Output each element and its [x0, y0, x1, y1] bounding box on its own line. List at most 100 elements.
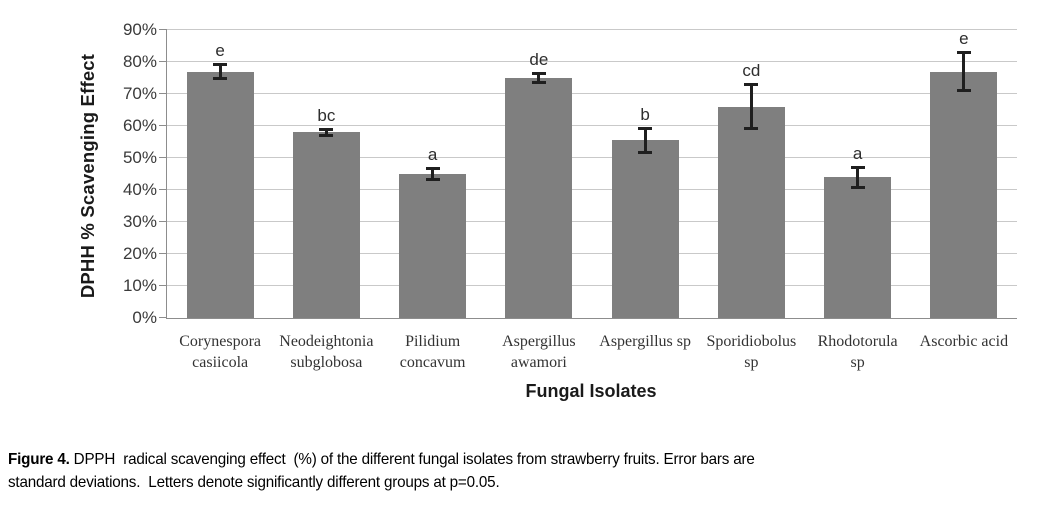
caption-figure-label: Figure 4.: [8, 451, 70, 468]
group-letter-0: e: [215, 41, 225, 61]
y-tick-50: [159, 157, 167, 158]
bar-7: [930, 71, 998, 318]
error-cap-top-5: [744, 83, 759, 87]
error-bar-2: [431, 167, 435, 181]
x-category-line: Corynespora: [179, 333, 261, 350]
y-tick-70: [159, 93, 167, 94]
x-category-label-4: Aspergillus sp: [588, 331, 702, 352]
x-category-line: Ascorbic acid: [919, 333, 1009, 350]
bar-6: [824, 177, 892, 318]
x-category-label-2: Pilidium concavum: [376, 331, 490, 373]
x-category-line: sp: [744, 354, 759, 371]
y-tick-label-10: 10%: [122, 276, 157, 295]
error-cap-bottom-1: [319, 133, 334, 137]
x-category-line: Sporidiobolus: [706, 333, 797, 350]
x-category-line: Aspergillus: [502, 333, 576, 350]
group-letter-2: a: [427, 144, 438, 164]
group-letter-1: bc: [317, 106, 336, 126]
error-cap-top-0: [213, 63, 228, 67]
error-bar-7: [962, 52, 966, 91]
error-cap-bottom-5: [744, 127, 759, 131]
y-tick-label-30: 30%: [122, 212, 157, 231]
error-bar-4: [643, 127, 647, 154]
error-cap-top-7: [956, 51, 971, 55]
bar-5: [717, 106, 785, 318]
gridline-20: [167, 253, 1017, 254]
y-tick-label-40: 40%: [122, 180, 157, 199]
y-tick-label-70: 70%: [122, 84, 157, 103]
error-bar-6: [856, 166, 860, 188]
bar-1: [292, 132, 360, 318]
error-bar-3: [537, 73, 541, 83]
x-category-line: Pilidium: [405, 333, 461, 350]
y-tick-label-20: 20%: [122, 244, 157, 263]
error-cap-top-3: [531, 72, 546, 76]
caption-line-1: Figure 4. DPPH radical scavenging effect…: [8, 448, 1002, 471]
y-tick-30: [159, 221, 167, 222]
gridline-80: [167, 61, 1017, 62]
y-tick-80: [159, 61, 167, 62]
x-category-label-3: Aspergillus awamori: [482, 331, 596, 373]
y-tick-10: [159, 285, 167, 286]
x-category-label-5: Sporidiobolus sp: [694, 331, 808, 373]
error-cap-bottom-3: [531, 80, 546, 84]
error-cap-bottom-6: [850, 185, 865, 189]
x-category-line: Neodeightonia: [279, 333, 374, 350]
x-category-label-1: Neodeightonia subglobosa: [269, 331, 383, 373]
error-cap-bottom-7: [956, 88, 971, 92]
gridline-90: [167, 29, 1017, 30]
x-category-line: awamori: [510, 354, 567, 371]
bar-4: [611, 140, 679, 318]
error-cap-bottom-2: [425, 178, 440, 182]
x-category-line: Aspergillus sp: [599, 333, 691, 350]
y-tick-label-50: 50%: [122, 148, 157, 167]
error-cap-top-6: [850, 165, 865, 169]
y-tick-label-90: 90%: [122, 20, 157, 39]
gridline-10: [167, 285, 1017, 286]
group-letter-5: cd: [742, 61, 761, 81]
y-tick-20: [159, 253, 167, 254]
error-bar-1: [324, 129, 328, 136]
error-cap-bottom-0: [213, 76, 228, 80]
x-axis-title: Fungal Isolates: [525, 381, 657, 401]
x-category-line: subglobosa: [290, 354, 363, 371]
figure-caption: Figure 4. DPPH radical scavenging effect…: [8, 448, 1002, 494]
error-bar-5: [749, 84, 753, 130]
y-tick-90: [159, 29, 167, 30]
x-category-label-0: Corynespora casiicola: [163, 331, 277, 373]
y-tick-label-0: 0%: [132, 308, 157, 327]
error-cap-bottom-4: [638, 151, 653, 155]
plot-area: 0% 10% 20% 30% 40% 50% 60% 70% 80% 90% e Corynespor…: [123, 20, 1017, 371]
gridline-40: [167, 189, 1017, 190]
caption-text-1: DPPH radical scavenging effect (%) of th…: [69, 451, 755, 468]
group-letter-6: a: [852, 143, 863, 163]
error-cap-top-1: [319, 128, 334, 132]
x-category-line: Rhodotorula: [817, 333, 898, 350]
group-letter-3: de: [529, 50, 549, 70]
x-category-label-7: Ascorbic acid: [907, 331, 1021, 352]
gridline-50: [167, 157, 1017, 158]
bar-2: [399, 174, 467, 318]
x-category-line: sp: [850, 354, 865, 371]
bar-chart: DPHH % Scavenging Effect 0% 10% 20% 30% 40% 5…: [77, 20, 1017, 401]
x-category-line: concavum: [399, 354, 466, 371]
group-letter-7: e: [959, 29, 969, 49]
caption-line-2: standard deviations. Letters denote sign…: [8, 474, 500, 491]
y-tick-40: [159, 189, 167, 190]
error-cap-top-2: [425, 166, 440, 170]
error-bar-0: [218, 64, 222, 79]
group-letter-4: b: [640, 104, 650, 124]
bar-3: [505, 78, 573, 318]
x-category-line: casiicola: [192, 354, 249, 371]
y-tick-label-60: 60%: [122, 116, 157, 135]
gridline-30: [167, 221, 1017, 222]
error-cap-top-4: [638, 126, 653, 130]
y-tick-0: [159, 317, 167, 318]
y-tick-label-80: 80%: [122, 52, 157, 71]
gridline-60: [167, 125, 1017, 126]
y-tick-60: [159, 125, 167, 126]
bar-0: [186, 71, 254, 318]
y-axis-title: DPHH % Scavenging Effect: [77, 53, 98, 299]
gridline-70: [167, 93, 1017, 94]
